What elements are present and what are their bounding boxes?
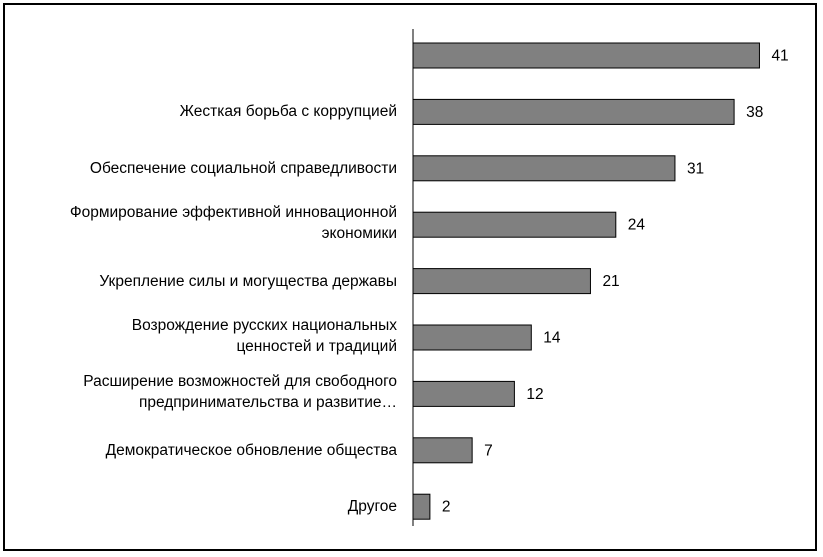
value-label-7: 7 bbox=[484, 442, 493, 459]
category-label-5: Возрождение русских национальных ценност… bbox=[131, 316, 397, 355]
value-label-8: 2 bbox=[442, 499, 451, 516]
bar-7 bbox=[412, 437, 473, 464]
bar-chart: 41 38 31 24 21 14 12 7 2 bbox=[412, 29, 789, 526]
value-label-1: 38 bbox=[746, 104, 763, 121]
chart-frame: Жесткая борьба с коррупцией Обеспечение с… bbox=[3, 3, 817, 551]
value-label-5: 14 bbox=[543, 330, 561, 347]
bar-4 bbox=[412, 268, 591, 295]
category-label-4: Укрепление силы и могущества державы bbox=[99, 272, 397, 290]
value-label-0: 41 bbox=[771, 48, 788, 65]
value-label-4: 21 bbox=[602, 273, 619, 290]
value-label-6: 12 bbox=[526, 386, 543, 403]
category-label-8: Другое bbox=[347, 498, 397, 516]
bars-group bbox=[412, 42, 760, 520]
category-label-3: Формирование эффективной инновационной э… bbox=[69, 203, 397, 242]
bar-1 bbox=[412, 98, 735, 125]
category-label-2: Обеспечение социальной справедливости bbox=[89, 159, 397, 177]
bar-2 bbox=[412, 155, 676, 182]
bar-8 bbox=[412, 493, 431, 520]
bar-5 bbox=[412, 324, 532, 351]
bar-3 bbox=[412, 211, 617, 238]
value-label-3: 24 bbox=[628, 217, 646, 234]
value-labels-group: 41 38 31 24 21 14 12 7 2 bbox=[442, 48, 789, 516]
bar-6 bbox=[412, 380, 515, 407]
category-label-7: Демократическое обновление общества bbox=[105, 441, 397, 459]
category-label-1: Жесткая борьба с коррупцией bbox=[179, 103, 397, 121]
value-label-2: 31 bbox=[687, 160, 704, 177]
bar-0 bbox=[412, 42, 760, 69]
category-label-6: Расширение возможностей для свободного п… bbox=[83, 372, 397, 411]
